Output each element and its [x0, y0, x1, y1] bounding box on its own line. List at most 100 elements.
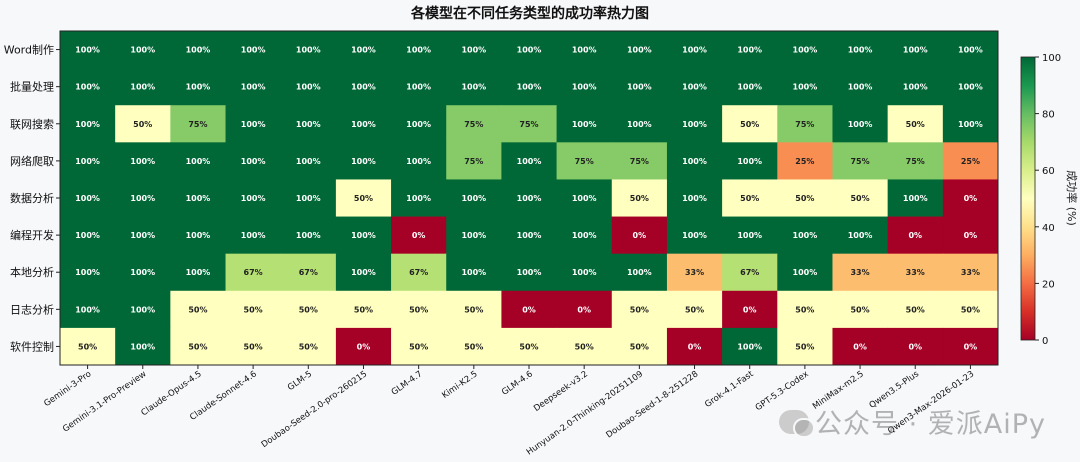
heatmap-cell — [942, 179, 999, 218]
cell-value-label: 0% — [522, 305, 536, 314]
cell-value-label: 100% — [461, 268, 486, 277]
heatmap-cell — [832, 31, 889, 69]
column-label: GLM-4.6 — [500, 369, 535, 397]
cell-value-label: 100% — [737, 231, 762, 240]
heatmap-cell — [335, 290, 392, 329]
cell-value-label: 100% — [627, 268, 652, 277]
cell-value-label: 0% — [633, 231, 647, 240]
heatmap-cell — [391, 105, 447, 143]
heatmap-cell — [280, 105, 337, 143]
row-label: 联网搜索 — [10, 117, 54, 131]
cell-value-label: 100% — [572, 268, 597, 277]
heatmap-cell — [170, 142, 227, 180]
row-label: 本地分析 — [10, 265, 54, 279]
cell-value-label: 100% — [130, 231, 155, 240]
heatmap-cell — [556, 327, 613, 366]
heatmap-cell — [887, 105, 944, 143]
heatmap-cell — [887, 290, 944, 329]
cell-value-label: 100% — [406, 120, 431, 129]
colorbar-tick-label: 40 — [1042, 223, 1055, 234]
heatmap-cell — [446, 290, 502, 329]
cell-value-label: 100% — [461, 231, 486, 240]
heatmap-cell — [556, 105, 613, 143]
heatmap-cell — [556, 142, 613, 180]
cell-value-label: 0% — [357, 342, 371, 351]
wechat-icon — [779, 409, 816, 438]
heatmap-cell — [335, 216, 392, 255]
cell-value-label: 100% — [682, 157, 707, 166]
cell-value-label: 100% — [848, 46, 873, 55]
heatmap-cell — [666, 327, 723, 366]
heatmap-cell — [280, 68, 337, 106]
heatmap-cell — [887, 179, 944, 218]
cell-value-label: 100% — [682, 83, 707, 92]
heatmap-cell — [722, 142, 778, 180]
cell-value-label: 0% — [577, 305, 591, 314]
cell-value-label: 100% — [241, 194, 266, 203]
cell-value-label: 50% — [188, 342, 207, 351]
cell-value-label: 75% — [795, 120, 814, 129]
cell-value-label: 67% — [409, 268, 428, 277]
heatmap-cell — [777, 290, 833, 329]
column-label: GLM-4.7 — [390, 369, 425, 397]
cell-value-label: 100% — [848, 83, 873, 92]
cell-value-label: 100% — [793, 46, 818, 55]
heatmap-cell — [832, 105, 889, 143]
heatmap-cell — [60, 327, 116, 366]
cell-value-label: 100% — [186, 194, 211, 203]
row-label: 日志分析 — [10, 302, 54, 316]
cell-value-label: 100% — [351, 83, 376, 92]
cell-value-label: 50% — [78, 342, 97, 351]
cell-value-label: 100% — [793, 268, 818, 277]
heatmap-cell — [280, 179, 337, 218]
cell-value-label: 50% — [740, 120, 759, 129]
cell-value-label: 50% — [795, 305, 814, 314]
cell-value-label: 33% — [906, 268, 925, 277]
cell-value-label: 100% — [517, 46, 542, 55]
heatmap-cell — [722, 31, 778, 69]
heatmap-cell — [832, 142, 889, 180]
cell-value-label: 100% — [186, 46, 211, 55]
cell-value-label: 100% — [241, 46, 266, 55]
heatmap-cell — [777, 327, 833, 366]
heatmap-cell — [446, 253, 502, 292]
cell-value-label: 100% — [186, 157, 211, 166]
heatmap-cell — [832, 327, 889, 366]
colorbar-tick-label: 0 — [1042, 336, 1048, 347]
heatmap-cell — [335, 253, 392, 292]
cell-value-label: 100% — [517, 194, 542, 203]
cell-value-label: 0% — [908, 231, 922, 240]
heatmap-cell — [666, 216, 723, 255]
cell-value-label: 100% — [186, 231, 211, 240]
cell-value-label: 100% — [793, 231, 818, 240]
cell-value-label: 100% — [682, 231, 707, 240]
heatmap-cell — [777, 142, 833, 180]
heatmap-cell — [777, 31, 833, 69]
heatmap-cell — [666, 142, 723, 180]
column-label: Deepseek-v3.2 — [532, 369, 590, 414]
cell-value-label: 0% — [688, 342, 702, 351]
heatmap-cell — [280, 327, 337, 366]
cell-value-label: 100% — [517, 268, 542, 277]
row-label: Word制作 — [4, 44, 54, 57]
cell-value-label: 75% — [850, 157, 869, 166]
heatmap-cell — [666, 105, 723, 143]
colorbar-label: 成功率 (%) — [1065, 170, 1079, 226]
cell-value-label: 50% — [299, 342, 318, 351]
cell-value-label: 100% — [296, 194, 321, 203]
heatmap-cell — [391, 68, 447, 106]
cell-value-label: 75% — [464, 157, 483, 166]
cell-value-label: 50% — [906, 305, 925, 314]
cell-value-label: 100% — [682, 46, 707, 55]
cell-value-label: 100% — [130, 157, 155, 166]
cell-value-label: 100% — [130, 342, 155, 351]
cell-value-label: 0% — [964, 194, 978, 203]
colorbar-tick-label: 20 — [1042, 279, 1055, 290]
heatmap-cell — [225, 142, 282, 180]
cell-value-label: 75% — [464, 120, 483, 129]
cell-value-label: 50% — [409, 342, 428, 351]
heatmap-cell — [170, 105, 227, 143]
cell-value-label: 50% — [850, 305, 869, 314]
heatmap-cell — [611, 68, 668, 106]
